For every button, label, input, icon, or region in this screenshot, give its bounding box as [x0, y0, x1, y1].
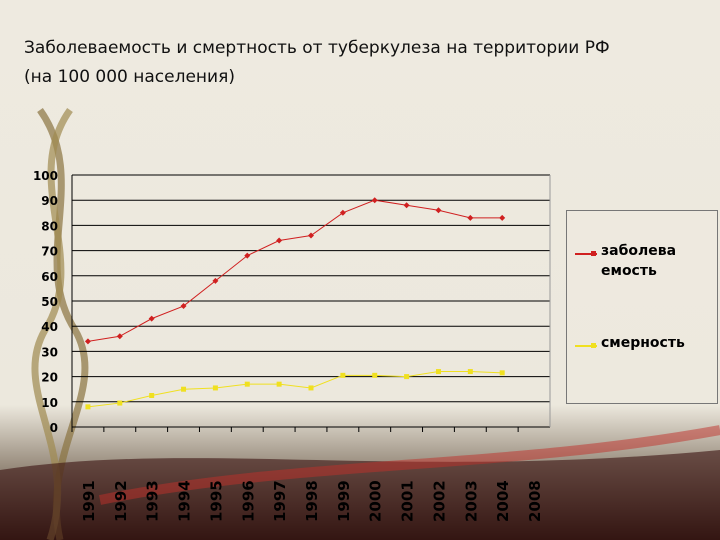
x-tick-label: 2000 [367, 480, 385, 522]
marker [499, 214, 506, 221]
x-tick-label: 1996 [239, 480, 257, 522]
legend-marker [591, 251, 596, 256]
marker [467, 214, 474, 221]
legend-label: смерность [601, 335, 685, 351]
marker [181, 386, 187, 392]
y-tick-label: 100 [33, 169, 58, 183]
marker [149, 393, 155, 398]
y-tick-label: 90 [41, 194, 58, 208]
marker [244, 252, 251, 259]
marker [84, 338, 91, 345]
x-tick-label: 2004 [494, 480, 512, 522]
marker [403, 202, 410, 209]
x-tick-label: 2002 [430, 480, 448, 522]
x-tick-label: 1992 [112, 480, 130, 522]
x-tick-label: 1997 [271, 480, 289, 522]
x-tick-label: 2008 [526, 480, 544, 522]
x-tick-label: 2003 [462, 480, 480, 522]
marker [117, 400, 123, 406]
x-tick-label: 1994 [176, 480, 194, 522]
marker [340, 372, 346, 378]
marker [467, 369, 473, 375]
legend-label: заболеваемость [601, 243, 677, 279]
series-line [87, 199, 503, 342]
legend-swatch [575, 343, 597, 348]
x-tick-label: 1998 [303, 480, 321, 522]
marker [435, 207, 442, 214]
marker [404, 374, 410, 380]
marker [276, 381, 282, 387]
marker [371, 197, 378, 204]
marker [212, 277, 219, 284]
x-tick-label: 1991 [80, 480, 98, 522]
marker [372, 372, 378, 378]
marker [116, 333, 123, 340]
series-line [87, 371, 503, 408]
marker [148, 315, 155, 322]
y-tick-label: 40 [41, 320, 58, 334]
title-line: Заболеваемость и смертность от туберкуле… [24, 38, 610, 58]
x-tick-label: 2001 [399, 480, 417, 522]
x-tick-label: 1993 [144, 480, 162, 522]
y-tick-label: 70 [41, 245, 58, 259]
marker [276, 237, 283, 244]
y-tick-label: 60 [41, 270, 58, 284]
x-tick-label: 1995 [207, 480, 225, 522]
marker [244, 381, 250, 387]
legend-marker [591, 343, 596, 348]
y-tick-label: 10 [41, 396, 58, 410]
marker [308, 232, 314, 239]
y-tick-label: 30 [41, 345, 58, 359]
marker [308, 385, 314, 391]
marker [212, 385, 218, 391]
title: Заболеваемость и смертность от туберкуле… [24, 34, 610, 92]
y-tick-label: 0 [50, 421, 58, 435]
legend: заболеваемость смерность [566, 210, 718, 404]
marker [435, 369, 441, 375]
legend-swatch [575, 251, 597, 256]
marker [499, 370, 505, 376]
y-tick-label: 20 [41, 371, 58, 385]
x-tick-label: 1999 [335, 480, 353, 522]
subtitle: (на 100 000 населения) [24, 67, 235, 87]
y-tick-label: 80 [41, 219, 58, 233]
y-tick-label: 50 [41, 295, 58, 309]
marker [339, 209, 346, 216]
marker [180, 303, 187, 310]
marker [85, 404, 91, 410]
